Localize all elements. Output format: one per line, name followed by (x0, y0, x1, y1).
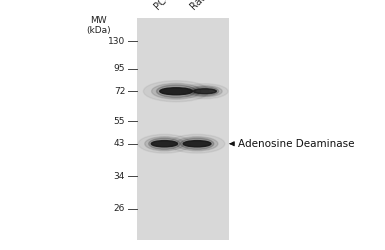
Ellipse shape (181, 138, 214, 149)
Text: 130: 130 (108, 37, 125, 46)
Ellipse shape (156, 85, 196, 98)
Ellipse shape (169, 134, 225, 153)
Text: 34: 34 (114, 172, 125, 181)
Ellipse shape (187, 86, 222, 97)
Ellipse shape (182, 84, 228, 99)
Ellipse shape (176, 137, 218, 151)
Text: 55: 55 (114, 117, 125, 126)
Text: 95: 95 (114, 64, 125, 73)
Text: 43: 43 (114, 139, 125, 148)
Ellipse shape (145, 137, 184, 151)
Text: MW
(kDa): MW (kDa) (86, 16, 110, 35)
Ellipse shape (143, 81, 209, 102)
Ellipse shape (193, 89, 216, 94)
Ellipse shape (138, 134, 191, 153)
Text: 72: 72 (114, 87, 125, 96)
Ellipse shape (149, 138, 180, 149)
Text: Rat2: Rat2 (188, 0, 211, 11)
Ellipse shape (160, 88, 192, 95)
Ellipse shape (191, 87, 219, 96)
Text: 26: 26 (114, 204, 125, 213)
Ellipse shape (152, 84, 201, 99)
Bar (137, 18, 229, 240)
Text: PC-12: PC-12 (152, 0, 179, 11)
Ellipse shape (151, 140, 177, 147)
Text: Adenosine Deaminase: Adenosine Deaminase (238, 139, 354, 149)
Ellipse shape (183, 140, 211, 147)
